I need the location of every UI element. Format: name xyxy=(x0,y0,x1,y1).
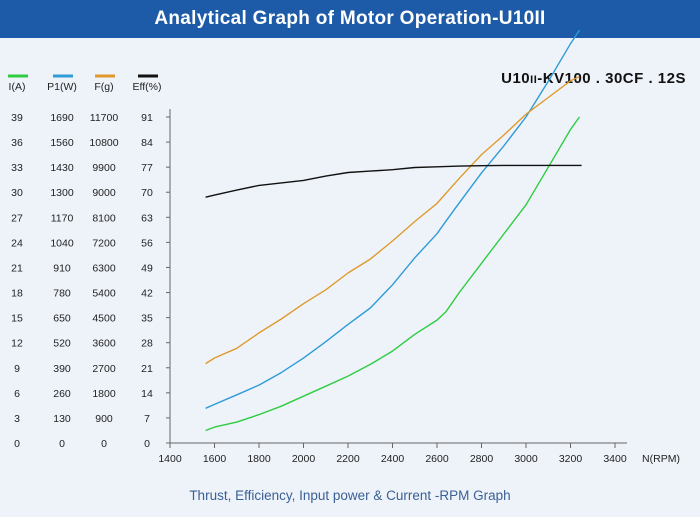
x-tick-label: 1800 xyxy=(247,453,271,465)
y-tick-label: 1170 xyxy=(51,212,74,224)
y-tick-label: 35 xyxy=(141,313,153,325)
legend-label-3: Eff(%) xyxy=(133,81,162,93)
y-tick-label: 24 xyxy=(11,237,23,249)
y-tick-label: 1560 xyxy=(50,137,74,149)
y-tick-label: 1300 xyxy=(50,187,74,199)
x-tick-label: 2000 xyxy=(292,453,316,465)
y-tick-label: 21 xyxy=(11,262,23,274)
legend-label-2: F(g) xyxy=(94,81,113,93)
y-tick-label: 91 xyxy=(141,112,153,124)
y-tick-label: 0 xyxy=(101,438,107,450)
y-tick-label: 15 xyxy=(11,313,23,325)
y-tick-label: 900 xyxy=(95,413,113,425)
series-line-2 xyxy=(205,75,580,365)
y-tick-label: 18 xyxy=(11,288,23,300)
y-tick-label: 42 xyxy=(141,288,153,300)
y-tick-label: 30 xyxy=(11,187,23,199)
x-tick-label: 3400 xyxy=(603,453,627,465)
y-tick-label: 6 xyxy=(14,388,20,400)
y-tick-label: 1430 xyxy=(50,162,74,174)
x-tick-label: 2600 xyxy=(425,453,449,465)
y-tick-label: 260 xyxy=(53,388,71,400)
y-tick-label: 3 xyxy=(14,413,20,425)
model-sub: II xyxy=(530,74,538,86)
series-line-3 xyxy=(205,164,582,198)
x-tick-label: 2200 xyxy=(336,453,360,465)
y-tick-label: 6300 xyxy=(92,262,116,274)
y-tick-label: 910 xyxy=(53,262,71,274)
y-tick-label: 9000 xyxy=(92,187,116,199)
y-tick-label: 9 xyxy=(14,363,20,375)
x-tick-label: 3000 xyxy=(514,453,538,465)
chart-title-bar: Analytical Graph of Motor Operation-U10I… xyxy=(0,0,700,38)
legend-label-0: I(A) xyxy=(9,81,26,93)
y-tick-label: 56 xyxy=(141,237,153,249)
y-tick-label: 11700 xyxy=(90,112,119,124)
y-tick-label: 10800 xyxy=(89,137,118,149)
y-tick-label: 0 xyxy=(59,438,65,450)
model-suffix: -KV100 . 30CF . 12S xyxy=(537,70,686,87)
y-tick-label: 1040 xyxy=(50,237,74,249)
y-tick-label: 0 xyxy=(14,438,20,450)
chart-caption: Thrust, Efficiency, Input power & Curren… xyxy=(189,488,511,503)
x-tick-label: 3200 xyxy=(559,453,583,465)
model-prefix: U10 xyxy=(501,70,531,87)
y-tick-label: 8100 xyxy=(92,212,116,224)
y-tick-label: 390 xyxy=(53,363,71,375)
y-tick-label: 650 xyxy=(53,313,71,325)
x-tick-label: 2800 xyxy=(470,453,494,465)
y-tick-label: 33 xyxy=(11,162,23,174)
y-tick-label: 27 xyxy=(11,212,23,224)
y-tick-label: 3600 xyxy=(92,338,116,350)
x-tick-label: 1600 xyxy=(203,453,227,465)
y-tick-label: 84 xyxy=(141,137,153,149)
y-tick-label: 36 xyxy=(11,137,23,149)
y-tick-label: 39 xyxy=(11,112,23,124)
y-tick-label: 63 xyxy=(141,212,153,224)
y-tick-label: 12 xyxy=(11,338,23,350)
y-tick-label: 9900 xyxy=(92,162,116,174)
y-tick-label: 780 xyxy=(53,288,71,300)
y-tick-label: 14 xyxy=(141,388,153,400)
motor-model-label: U10II-KV100 . 30CF . 12S xyxy=(501,70,686,87)
y-tick-label: 520 xyxy=(53,338,71,350)
y-tick-label: 21 xyxy=(141,363,153,375)
legend-label-1: P1(W) xyxy=(47,81,77,93)
y-tick-label: 7200 xyxy=(92,237,116,249)
y-tick-label: 0 xyxy=(144,438,150,450)
y-tick-label: 2700 xyxy=(92,363,116,375)
y-tick-label: 1690 xyxy=(50,112,74,124)
y-tick-label: 28 xyxy=(141,338,153,350)
chart-title: Analytical Graph of Motor Operation-U10I… xyxy=(154,8,546,29)
y-tick-label: 130 xyxy=(53,413,71,425)
x-tick-label: 1400 xyxy=(158,453,182,465)
series-line-0 xyxy=(205,116,580,432)
y-tick-label: 5400 xyxy=(92,288,116,300)
y-tick-label: 1800 xyxy=(92,388,116,400)
series-line-1 xyxy=(205,29,580,409)
y-tick-label: 7 xyxy=(144,413,150,425)
x-axis-label: N(RPM) xyxy=(642,453,680,465)
x-tick-label: 2400 xyxy=(381,453,405,465)
y-tick-label: 49 xyxy=(141,262,153,274)
y-tick-label: 77 xyxy=(141,162,153,174)
y-tick-label: 70 xyxy=(141,187,153,199)
y-tick-label: 4500 xyxy=(92,313,116,325)
